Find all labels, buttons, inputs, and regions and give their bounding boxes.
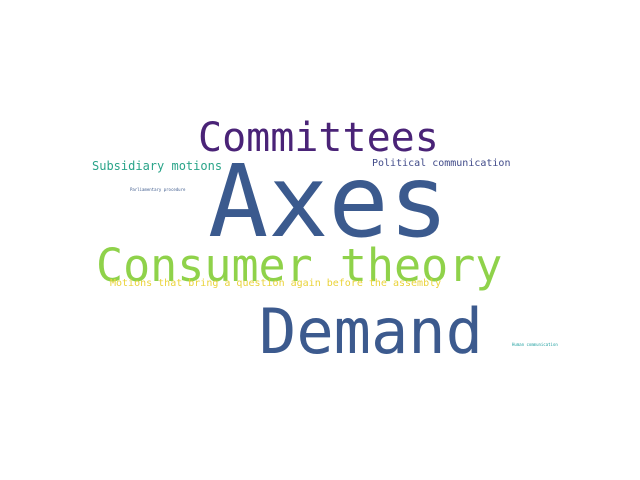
word-motions-again: Motions that bring a question again befo…: [110, 278, 442, 289]
word-subsidiary-motions: Subsidiary motions: [92, 159, 223, 173]
word-human-communication: Human communication: [512, 342, 558, 347]
word-committees: Committees: [198, 115, 439, 161]
word-axes: Axes: [208, 143, 449, 260]
word-political-communication: Political communication: [372, 158, 511, 169]
word-consumer-theory: Consumer theory: [96, 239, 503, 292]
word-demand: Demand: [259, 295, 483, 368]
word-parliamentary-procedure: Parliamentary procedure: [130, 187, 186, 192]
